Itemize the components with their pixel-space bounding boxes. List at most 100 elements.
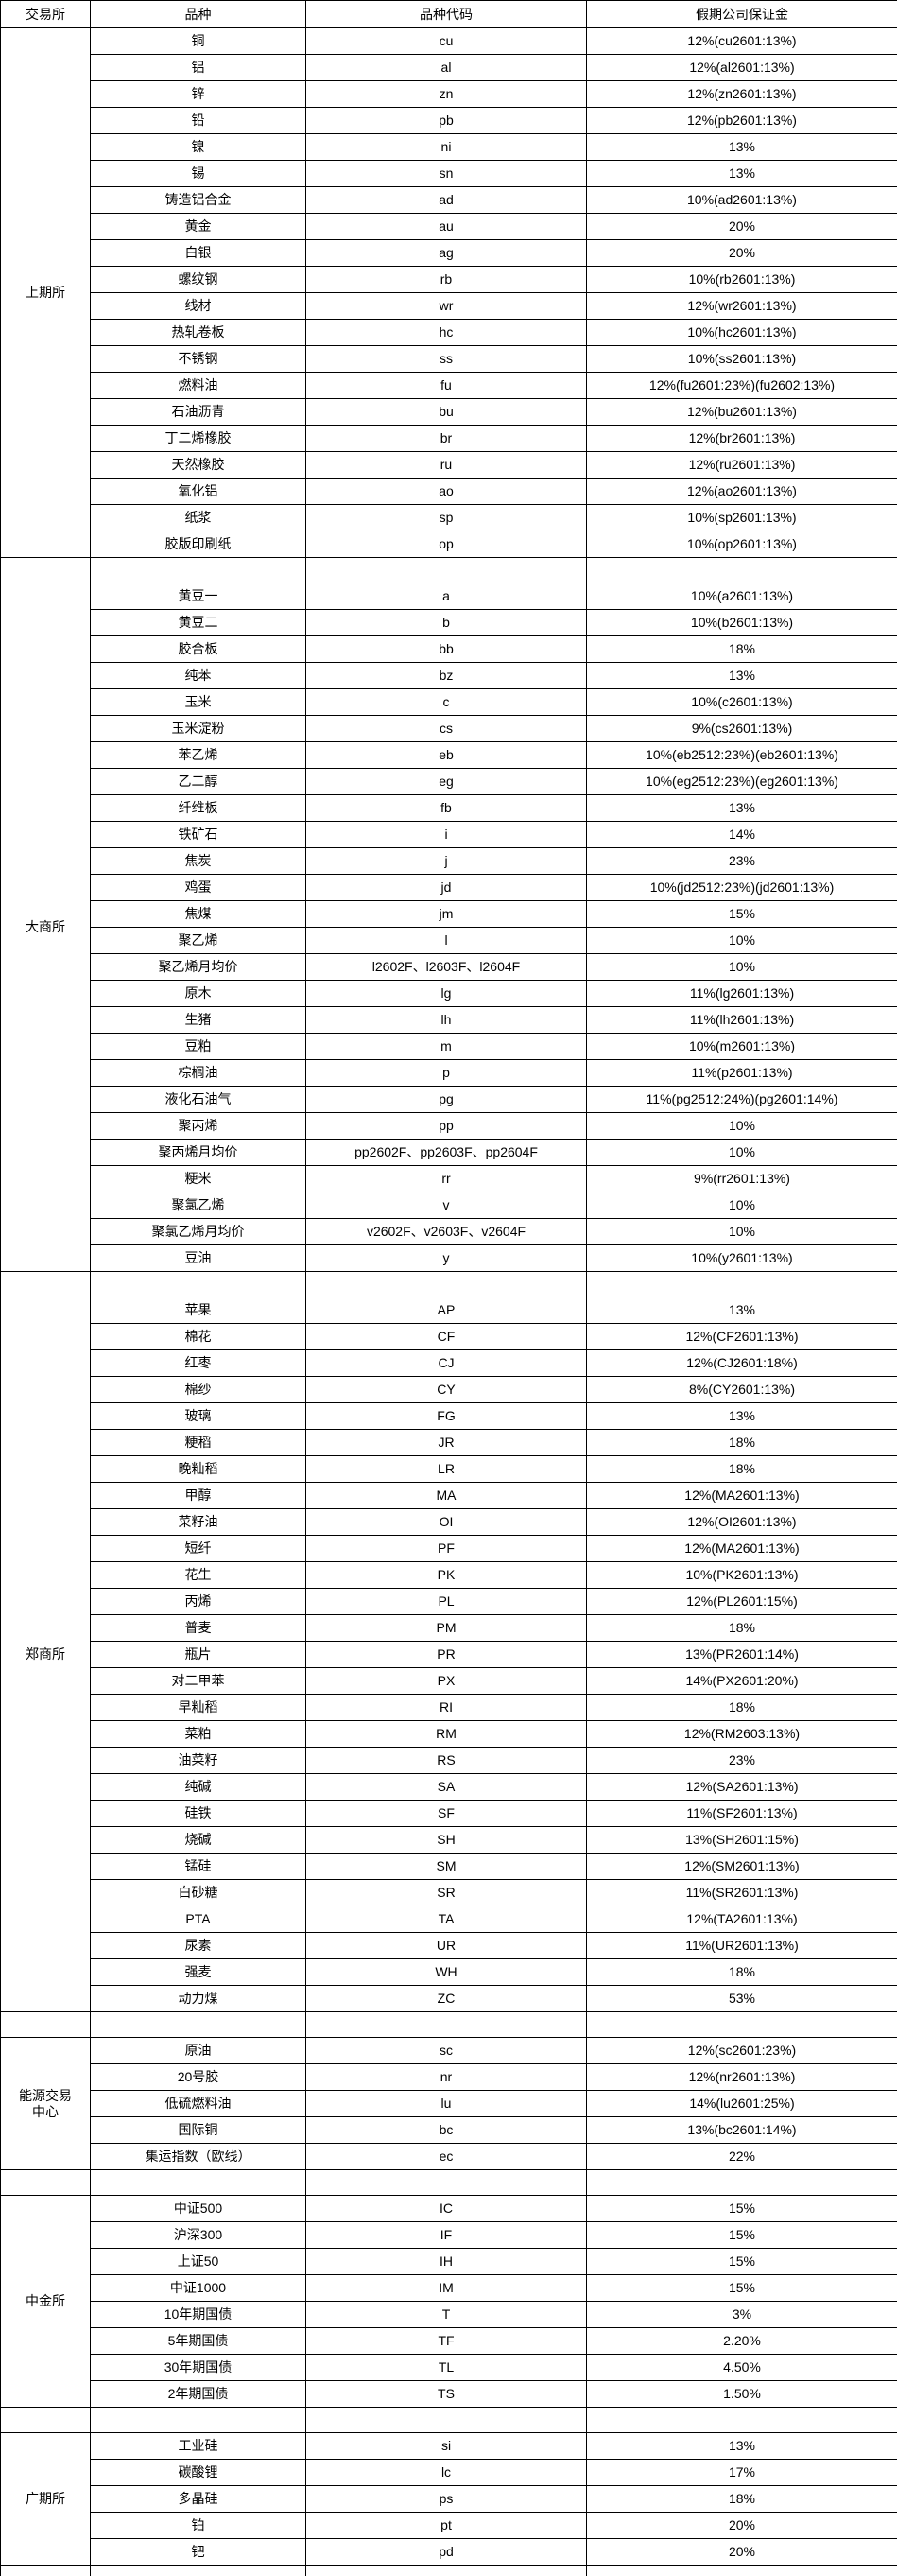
product-code: lg [305, 980, 587, 1007]
product-name: 2年期国债 [90, 2380, 306, 2408]
table-row: 原木 lg 11%(lg2601:13%) [1, 980, 897, 1007]
product-code: IF [305, 2221, 587, 2249]
table-row: 10年期国债 T 3% [1, 2301, 897, 2328]
product-code: RI [305, 1694, 587, 1721]
product-code: eg [305, 768, 587, 795]
margin-value: 18% [586, 635, 897, 663]
product-code: ec [305, 2143, 587, 2170]
margin-value: 12%(bu2601:13%) [586, 398, 897, 426]
product-name: 动力煤 [90, 1985, 306, 2012]
product-name: 聚氯乙烯 [90, 1192, 306, 1219]
product-code: JR [305, 1429, 587, 1456]
product-name: 液化石油气 [90, 1086, 306, 1113]
product-code: sc [305, 2037, 587, 2064]
margin-value: 11%(p2601:13%) [586, 1059, 897, 1087]
product-name: PTA [90, 1906, 306, 1933]
product-code: FG [305, 1402, 587, 1430]
empty-cell [305, 2407, 587, 2433]
product-name: 30年期国债 [90, 2354, 306, 2381]
product-name: 早籼稻 [90, 1694, 306, 1721]
product-code: SF [305, 1800, 587, 1827]
product-code: l2602F、l2603F、l2604F [305, 953, 587, 981]
margin-value: 12%(wr2601:13%) [586, 292, 897, 320]
table-row: 粳米 rr 9%(rr2601:13%) [1, 1165, 897, 1192]
margin-value: 1.50% [586, 2380, 897, 2408]
margin-value: 53% [586, 1985, 897, 2012]
product-code: v2602F、v2603F、v2604F [305, 1218, 587, 1245]
table-row: 锰硅 SM 12%(SM2601:13%) [1, 1853, 897, 1880]
product-name: 钯 [90, 2538, 306, 2566]
product-name: 苯乙烯 [90, 741, 306, 769]
product-name: 上证50 [90, 2248, 306, 2275]
table-row: 鸡蛋 jd 10%(jd2512:23%)(jd2601:13%) [1, 874, 897, 901]
product-code: CF [305, 1323, 587, 1350]
product-name: 热轧卷板 [90, 319, 306, 346]
product-name: 烧碱 [90, 1826, 306, 1854]
table-row: 20号胶 nr 12%(nr2601:13%) [1, 2063, 897, 2091]
section-separator-row [0, 2407, 897, 2433]
product-code: PF [305, 1535, 587, 1562]
table-row: 尿素 UR 11%(UR2601:13%) [1, 1932, 897, 1959]
table-row: 菜籽油 OI 12%(OI2601:13%) [1, 1508, 897, 1536]
margin-value: 12%(sc2601:23%) [586, 2037, 897, 2064]
product-code: hc [305, 319, 587, 346]
product-name: 铁矿石 [90, 821, 306, 848]
table-row: 螺纹钢 rb 10%(rb2601:13%) [1, 266, 897, 293]
table-row: 生猪 lh 11%(lh2601:13%) [1, 1006, 897, 1034]
product-code: CJ [305, 1349, 587, 1377]
table-row: 丁二烯橡胶 br 12%(br2601:13%) [1, 425, 897, 452]
margin-value: 12%(PL2601:15%) [586, 1588, 897, 1615]
exchange-cell: 郑商所 [0, 1297, 91, 2012]
exchange-cell: 中金所 [0, 2195, 91, 2408]
product-name: 丁二烯橡胶 [90, 425, 306, 452]
table-row: 对二甲苯 PX 14%(PX2601:20%) [1, 1667, 897, 1695]
table-row: 花生 PK 10%(PK2601:13%) [1, 1561, 897, 1589]
product-code: ru [305, 451, 587, 479]
product-code: SH [305, 1826, 587, 1854]
product-code: op [305, 531, 587, 558]
product-code: pp2602F、pp2603F、pp2604F [305, 1139, 587, 1166]
product-code: l [305, 927, 587, 954]
margin-value: 18% [586, 1614, 897, 1642]
table-row: 玉米 c 10%(c2601:13%) [1, 688, 897, 716]
margin-value: 10%(eg2512:23%)(eg2601:13%) [586, 768, 897, 795]
product-code: bb [305, 635, 587, 663]
table-row: 普麦 PM 18% [1, 1614, 897, 1642]
table-row: 中证1000 IM 15% [1, 2274, 897, 2302]
product-name: 氧化铝 [90, 478, 306, 505]
product-code: AP [305, 1297, 587, 1324]
margin-value: 13% [586, 794, 897, 822]
product-name: 纤维板 [90, 794, 306, 822]
table-row: 30年期国债 TL 4.50% [1, 2354, 897, 2381]
product-name: 白银 [90, 239, 306, 267]
margin-value: 12%(zn2601:13%) [586, 80, 897, 108]
table-row: 棉纱 CY 8%(CY2601:13%) [1, 1376, 897, 1403]
empty-cell [0, 1271, 91, 1297]
table-row: 锡 sn 13% [1, 160, 897, 187]
product-code: TS [305, 2380, 587, 2408]
table-row: 玉米淀粉 cs 9%(cs2601:13%) [1, 715, 897, 742]
margin-value: 12%(MA2601:13%) [586, 1482, 897, 1509]
table-row: 热轧卷板 hc 10%(hc2601:13%) [1, 319, 897, 346]
margin-value: 20% [586, 239, 897, 267]
empty-cell [586, 2011, 897, 2038]
product-name: 菜籽油 [90, 1508, 306, 1536]
margin-value: 14% [586, 821, 897, 848]
empty-cell [90, 557, 306, 583]
product-name: 硅铁 [90, 1800, 306, 1827]
product-code: UR [305, 1932, 587, 1959]
product-name: 苹果 [90, 1297, 306, 1324]
product-code: cs [305, 715, 587, 742]
header-product: 品种 [90, 0, 306, 28]
product-code: pd [305, 2538, 587, 2566]
margin-value: 12%(br2601:13%) [586, 425, 897, 452]
product-code: si [305, 2432, 587, 2460]
table-row: 棕榈油 p 11%(p2601:13%) [1, 1059, 897, 1087]
table-row: 豆粕 m 10%(m2601:13%) [1, 1033, 897, 1060]
table-row: 纯苯 bz 13% [1, 662, 897, 689]
table-row: 液化石油气 pg 11%(pg2512:24%)(pg2601:14%) [1, 1086, 897, 1113]
product-code: a [305, 583, 587, 610]
table-row: 多晶硅 ps 18% [1, 2485, 897, 2513]
table-row: 纯碱 SA 12%(SA2601:13%) [1, 1773, 897, 1801]
product-code: PR [305, 1641, 587, 1668]
